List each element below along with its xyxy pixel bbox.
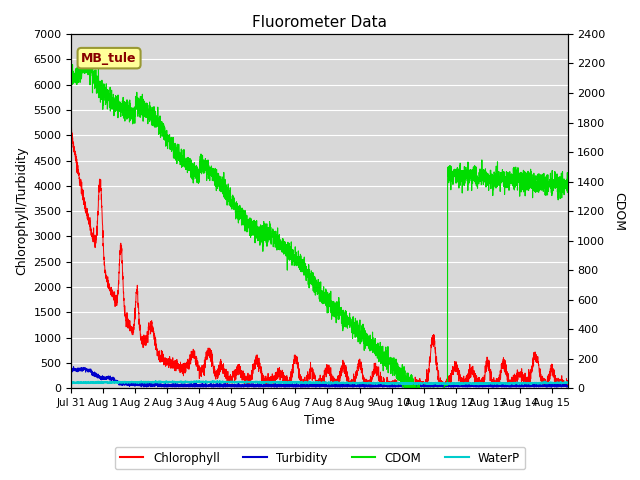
Y-axis label: CDOM: CDOM xyxy=(612,192,625,230)
Text: MB_tule: MB_tule xyxy=(81,52,137,65)
X-axis label: Time: Time xyxy=(304,414,335,427)
Legend: Chlorophyll, Turbidity, CDOM, WaterP: Chlorophyll, Turbidity, CDOM, WaterP xyxy=(115,447,525,469)
Title: Fluorometer Data: Fluorometer Data xyxy=(252,15,387,30)
Y-axis label: Chlorophyll/Turbidity: Chlorophyll/Turbidity xyxy=(15,147,28,276)
